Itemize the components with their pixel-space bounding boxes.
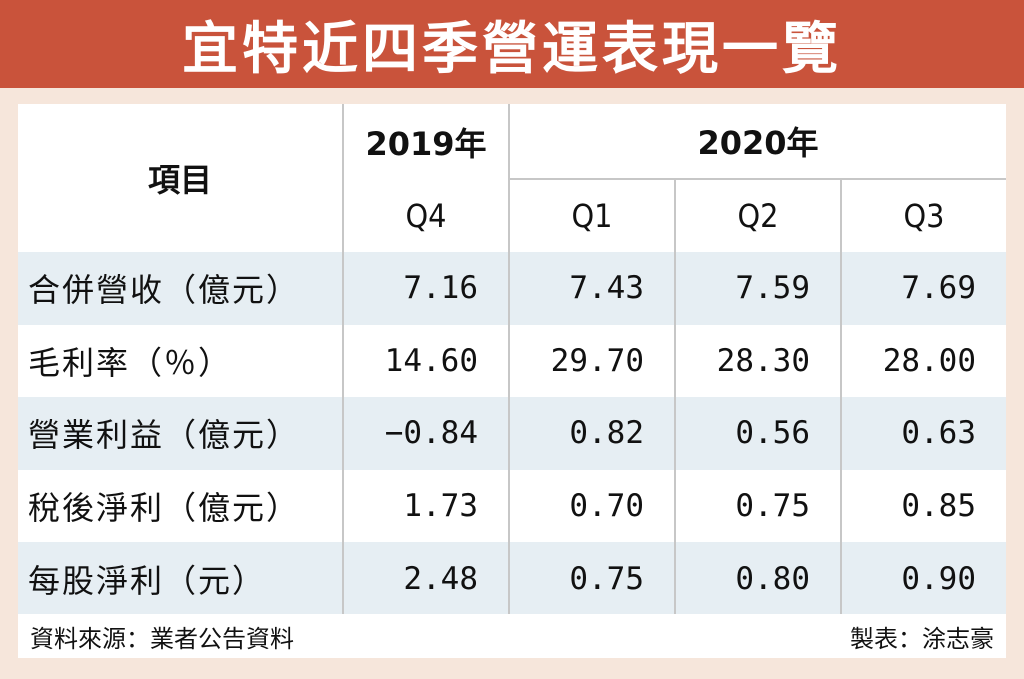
credit-note: 製表：涂志豪 xyxy=(850,624,994,653)
table-row: 合併營收（億元） 7.16 7.43 7.59 7.69 xyxy=(18,252,1007,325)
source-note: 資料來源：業者公告資料 xyxy=(30,624,294,653)
table-cell: 28.30 xyxy=(674,324,841,398)
table-footer: 資料來源：業者公告資料 製表：涂志豪 xyxy=(18,614,1006,658)
table-cell: 7.43 xyxy=(508,252,675,325)
row-label: 每股淨利（元） xyxy=(18,542,343,615)
table-cell: 0.75 xyxy=(674,469,841,543)
item-header: 項目 xyxy=(18,104,343,252)
table-cell: 7.16 xyxy=(342,252,509,325)
chart-title: 宜特近四季營運表現一覽 xyxy=(182,16,842,82)
table-cell: 28.00 xyxy=(839,324,1007,398)
table-row: 稅後淨利（億元） 1.73 0.70 0.75 0.85 xyxy=(18,469,1007,543)
table-cell: 0.63 xyxy=(839,397,1007,470)
table-cell: 0.80 xyxy=(674,542,841,615)
table-cell: 7.69 xyxy=(839,252,1007,325)
row-label: 合併營收（億元） xyxy=(18,252,343,325)
quarter-header: Q3 xyxy=(839,179,1007,252)
year-2019-header: 2019年 xyxy=(342,104,509,179)
table-cell: 0.56 xyxy=(674,397,841,470)
title-banner: 宜特近四季營運表現一覽 xyxy=(0,0,1024,88)
table-cell: 0.82 xyxy=(508,397,675,470)
quarter-header: Q2 xyxy=(674,179,841,252)
row-label: 營業利益（億元） xyxy=(18,397,343,470)
table-row: 每股淨利（元） 2.48 0.75 0.80 0.90 xyxy=(18,542,1007,615)
table-cell: 0.85 xyxy=(839,469,1007,543)
quarter-header: Q1 xyxy=(508,179,675,252)
row-label: 稅後淨利（億元） xyxy=(18,469,343,543)
table-cell: −0.84 xyxy=(342,397,509,470)
operating-table: 項目 2019年 2020年 Q4 Q1 Q2 Q3 合併營收（億元） 7.16… xyxy=(18,104,1007,615)
row-label: 毛利率（％） xyxy=(18,324,343,398)
table-panel: 項目 2019年 2020年 Q4 Q1 Q2 Q3 合併營收（億元） 7.16… xyxy=(18,104,1007,658)
table-cell: 14.60 xyxy=(342,324,509,398)
table-row: 毛利率（％） 14.60 29.70 28.30 28.00 xyxy=(18,324,1007,398)
table-cell: 29.70 xyxy=(508,324,675,398)
quarter-header: Q4 xyxy=(342,179,509,252)
table-row: 營業利益（億元） −0.84 0.82 0.56 0.63 xyxy=(18,397,1007,470)
table-cell: 1.73 xyxy=(342,469,509,543)
table-cell: 0.90 xyxy=(839,542,1007,615)
table-cell: 7.59 xyxy=(674,252,841,325)
year-2020-header: 2020年 xyxy=(507,104,1007,180)
table-cell: 2.48 xyxy=(342,542,509,615)
table-cell: 0.75 xyxy=(508,542,675,615)
table-cell: 0.70 xyxy=(508,469,675,543)
